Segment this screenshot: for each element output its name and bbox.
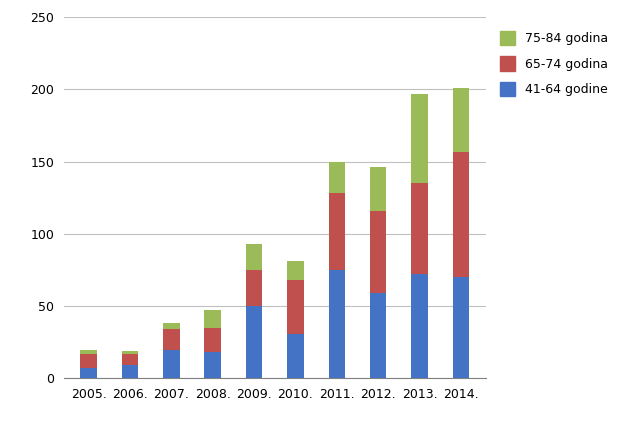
Bar (163, 350, 180, 378)
Bar (452, 151, 469, 277)
Bar (287, 261, 304, 280)
Bar (163, 329, 180, 350)
Bar (204, 353, 221, 378)
Bar (163, 323, 180, 329)
Bar (246, 270, 263, 306)
Bar (452, 277, 469, 378)
Bar (370, 167, 387, 211)
Bar (122, 351, 138, 354)
Bar (328, 270, 345, 378)
Bar (246, 244, 263, 270)
Bar (370, 211, 387, 293)
Bar (328, 194, 345, 270)
Bar (370, 293, 387, 378)
Bar (452, 88, 469, 151)
Bar (204, 328, 221, 353)
Bar (328, 162, 345, 194)
Bar (204, 310, 221, 328)
Legend: 75-84 godina, 65-74 godina, 41-64 godine: 75-84 godina, 65-74 godina, 41-64 godine (500, 31, 608, 96)
Bar (81, 354, 97, 368)
Bar (412, 183, 427, 274)
Bar (246, 306, 263, 378)
Bar (287, 280, 304, 334)
Bar (81, 368, 97, 378)
Bar (81, 350, 97, 354)
Bar (287, 334, 304, 378)
Bar (412, 94, 427, 183)
Bar (412, 274, 427, 378)
Bar (122, 354, 138, 366)
Bar (122, 366, 138, 378)
